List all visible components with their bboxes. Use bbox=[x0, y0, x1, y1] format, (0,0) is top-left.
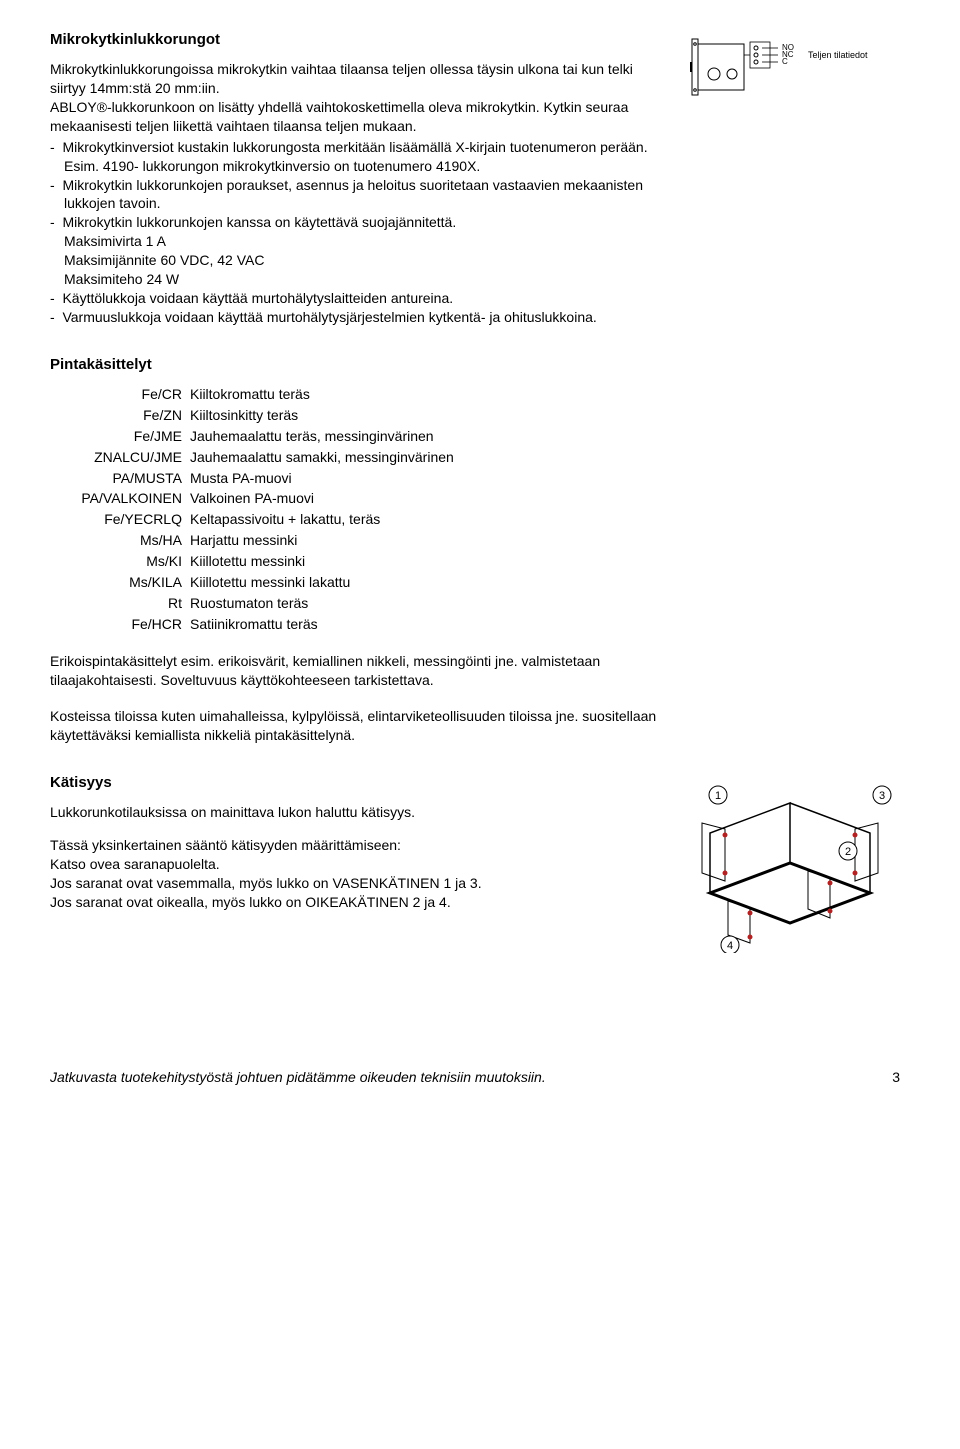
katisyys-line4: Jos saranat ovat vasemmalla, myös lukko … bbox=[50, 874, 482, 893]
bullet-item: Mikrokytkinversiot kustakin lukkorungost… bbox=[64, 138, 670, 176]
section2-para1: Erikoispintakäsittelyt esim. erikoisväri… bbox=[50, 652, 690, 690]
diagram-caption: Teljen tilatiedot bbox=[808, 50, 868, 60]
footer-note: Jatkuvasta tuotekehitystyöstä johtuen pi… bbox=[50, 1068, 546, 1087]
finish-desc: Satiinikromattu teräs bbox=[190, 615, 900, 634]
katisyys-line2: Tässä yksinkertainen sääntö kätisyyden m… bbox=[50, 836, 482, 855]
finish-desc: Harjattu messinki bbox=[190, 531, 900, 550]
sub-line: Maksimijännite 60 VDC, 42 VAC bbox=[50, 251, 670, 270]
section2-title: Pintakäsittelyt bbox=[50, 355, 900, 375]
finish-code: Fe/CR bbox=[64, 385, 182, 404]
lock-svg: NO NC C Teljen tilatiedot bbox=[690, 34, 900, 104]
finish-code: Ms/KILA bbox=[64, 573, 182, 592]
finish-code: Fe/HCR bbox=[64, 615, 182, 634]
bullet-item: Varmuuslukkoja voidaan käyttää murtohäly… bbox=[64, 308, 670, 327]
bullet-item: Mikrokytkin lukkorunkojen poraukset, ase… bbox=[64, 176, 670, 214]
sub-line: Maksimiteho 24 W bbox=[50, 270, 670, 289]
bullet-item: Käyttölukkoja voidaan käyttää murtohälyt… bbox=[64, 289, 670, 308]
section1-bullets2: Käyttölukkoja voidaan käyttää murtohälyt… bbox=[50, 289, 670, 327]
katisyys-line3: Katso ovea saranapuolelta. bbox=[50, 855, 482, 874]
lock-diagram: NO NC C Teljen tilatiedot bbox=[690, 34, 900, 109]
finish-desc: Jauhemaalattu teräs, messinginvärinen bbox=[190, 427, 900, 446]
finish-code: Fe/JME bbox=[64, 427, 182, 446]
finish-code: Ms/HA bbox=[64, 531, 182, 550]
section-pintakasittelyt: Pintakäsittelyt Fe/CR Kiiltokromattu ter… bbox=[50, 355, 900, 746]
section1-row: Mikrokytkinlukkorungot Mikrokytkinlukkor… bbox=[50, 30, 900, 327]
badge-1: 1 bbox=[715, 790, 721, 802]
katisyys-line1: Lukkorunkotilauksissa on mainittava luko… bbox=[50, 803, 482, 822]
finish-desc: Kiiltokromattu teräs bbox=[190, 385, 900, 404]
section1-bullets: Mikrokytkinversiot kustakin lukkorungost… bbox=[50, 138, 670, 232]
sub-line: Maksimivirta 1 A bbox=[50, 232, 670, 251]
section1-intro: Mikrokytkinlukkorungoissa mikrokytkin va… bbox=[50, 60, 670, 136]
finish-desc: Musta PA-muovi bbox=[190, 469, 900, 488]
section1-title: Mikrokytkinlukkorungot bbox=[50, 30, 670, 50]
section-katisyys: Kätisyys Lukkorunkotilauksissa on mainit… bbox=[50, 773, 900, 958]
finish-desc: Kiiltosinkitty teräs bbox=[190, 406, 900, 425]
section3-title: Kätisyys bbox=[50, 773, 482, 793]
section-mikrokytkin: Mikrokytkinlukkorungot Mikrokytkinlukkor… bbox=[50, 30, 900, 327]
section1-text: Mikrokytkinlukkorungot Mikrokytkinlukkor… bbox=[50, 30, 670, 327]
finish-desc: Kiillotettu messinki bbox=[190, 552, 900, 571]
footer: Jatkuvasta tuotekehitystyöstä johtuen pi… bbox=[50, 1068, 900, 1087]
page-number: 3 bbox=[892, 1068, 900, 1087]
finish-table: Fe/CR Kiiltokromattu teräs Fe/ZN Kiiltos… bbox=[50, 385, 900, 634]
finish-code: Fe/ZN bbox=[64, 406, 182, 425]
label-c: C bbox=[782, 57, 788, 66]
bullet-item: Mikrokytkin lukkorunkojen kanssa on käyt… bbox=[64, 213, 670, 232]
badge-4: 4 bbox=[727, 940, 733, 952]
finish-code: PA/VALKOINEN bbox=[64, 489, 182, 508]
finish-desc: Jauhemaalattu samakki, messinginvärinen bbox=[190, 448, 900, 467]
finish-code: PA/MUSTA bbox=[64, 469, 182, 488]
finish-code: Ms/KI bbox=[64, 552, 182, 571]
katisyys-text: Kätisyys Lukkorunkotilauksissa on mainit… bbox=[50, 773, 482, 912]
katisyys-line5: Jos saranat ovat oikealla, myös lukko on… bbox=[50, 893, 482, 912]
finish-desc: Kiillotettu messinki lakattu bbox=[190, 573, 900, 592]
finish-desc: Keltapassivoitu + lakattu, teräs bbox=[190, 510, 900, 529]
finish-code: ZNALCU/JME bbox=[64, 448, 182, 467]
finish-desc: Valkoinen PA-muovi bbox=[190, 489, 900, 508]
katisyys-row: Kätisyys Lukkorunkotilauksissa on mainit… bbox=[50, 773, 900, 958]
handedness-diagram: 1 3 2 4 bbox=[680, 773, 900, 958]
finish-code: Fe/YECRLQ bbox=[64, 510, 182, 529]
badge-2: 2 bbox=[845, 846, 851, 858]
finish-desc: Ruostumaton teräs bbox=[190, 594, 900, 613]
handedness-svg: 1 3 2 4 bbox=[680, 773, 900, 953]
finish-code: Rt bbox=[64, 594, 182, 613]
badge-3: 3 bbox=[879, 790, 885, 802]
section2-para2: Kosteissa tiloissa kuten uimahalleissa, … bbox=[50, 707, 690, 745]
